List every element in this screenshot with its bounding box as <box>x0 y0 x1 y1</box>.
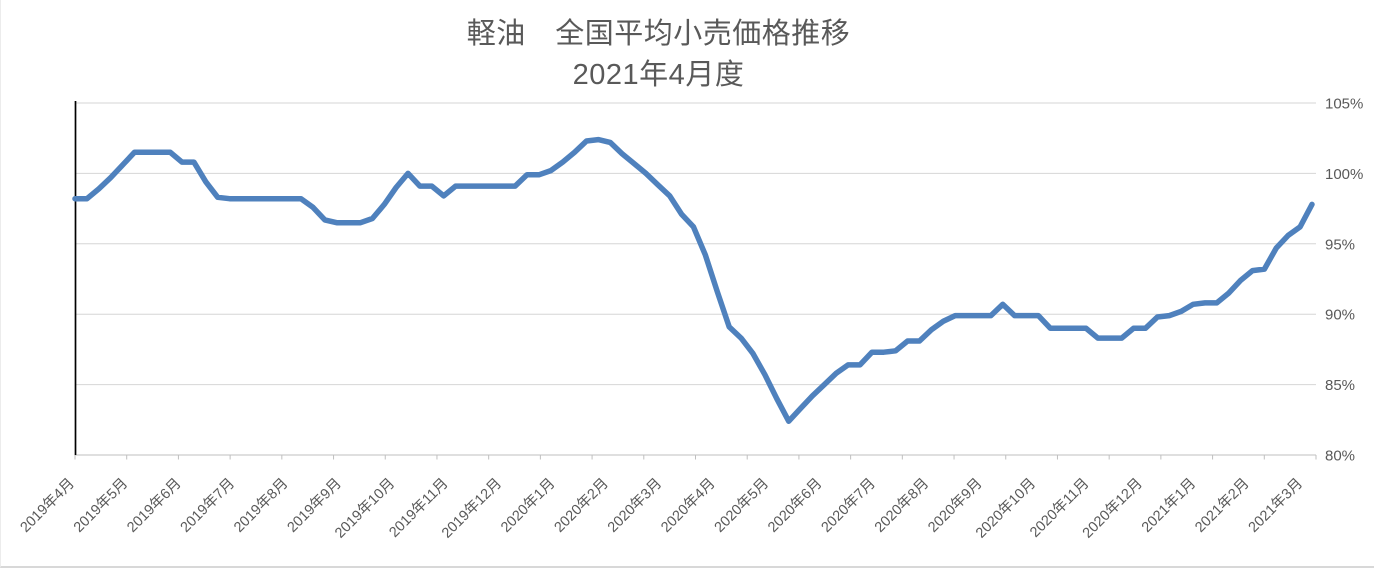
x-axis-label: 2019年4月 <box>17 475 78 536</box>
x-axis-label: 2019年6月 <box>124 475 185 536</box>
x-axis-label: 2019年8月 <box>230 475 291 536</box>
series-line <box>72 136 1315 424</box>
y-axis-label: 95% <box>1325 236 1355 253</box>
x-axis-label: 2021年3月 <box>1245 475 1306 536</box>
y-axis-label: 85% <box>1325 377 1355 394</box>
x-axis-label: 2020年1月 <box>497 475 558 536</box>
y-axis-label: 90% <box>1325 307 1355 324</box>
x-axis-label: 2019年5月 <box>70 475 131 536</box>
chart-title: 軽油 全国平均小売価格推移 2021年4月度 <box>1 14 1316 96</box>
x-axis-label: 2020年7月 <box>818 475 879 536</box>
chart-title-line2: 2021年4月度 <box>572 59 745 91</box>
y-axis-label: 100% <box>1325 166 1363 183</box>
x-axis-label: 2020年8月 <box>871 475 932 536</box>
x-axis-label: 2020年6月 <box>764 475 825 536</box>
chart-title-line1: 軽油 全国平均小売価格推移 <box>466 18 851 50</box>
x-axis-label: 2021年2月 <box>1192 475 1253 536</box>
x-axis-label: 2020年5月 <box>711 475 772 536</box>
y-axis-label: 80% <box>1325 448 1355 465</box>
x-axis-label: 2021年1月 <box>1138 475 1199 536</box>
x-axis-label: 2020年2月 <box>551 475 612 536</box>
x-axis-label: 2019年7月 <box>177 475 238 536</box>
y-axis-label: 105% <box>1325 96 1363 113</box>
x-axis-label: 2020年3月 <box>604 475 665 536</box>
x-axis-label: 2020年4月 <box>658 475 719 536</box>
